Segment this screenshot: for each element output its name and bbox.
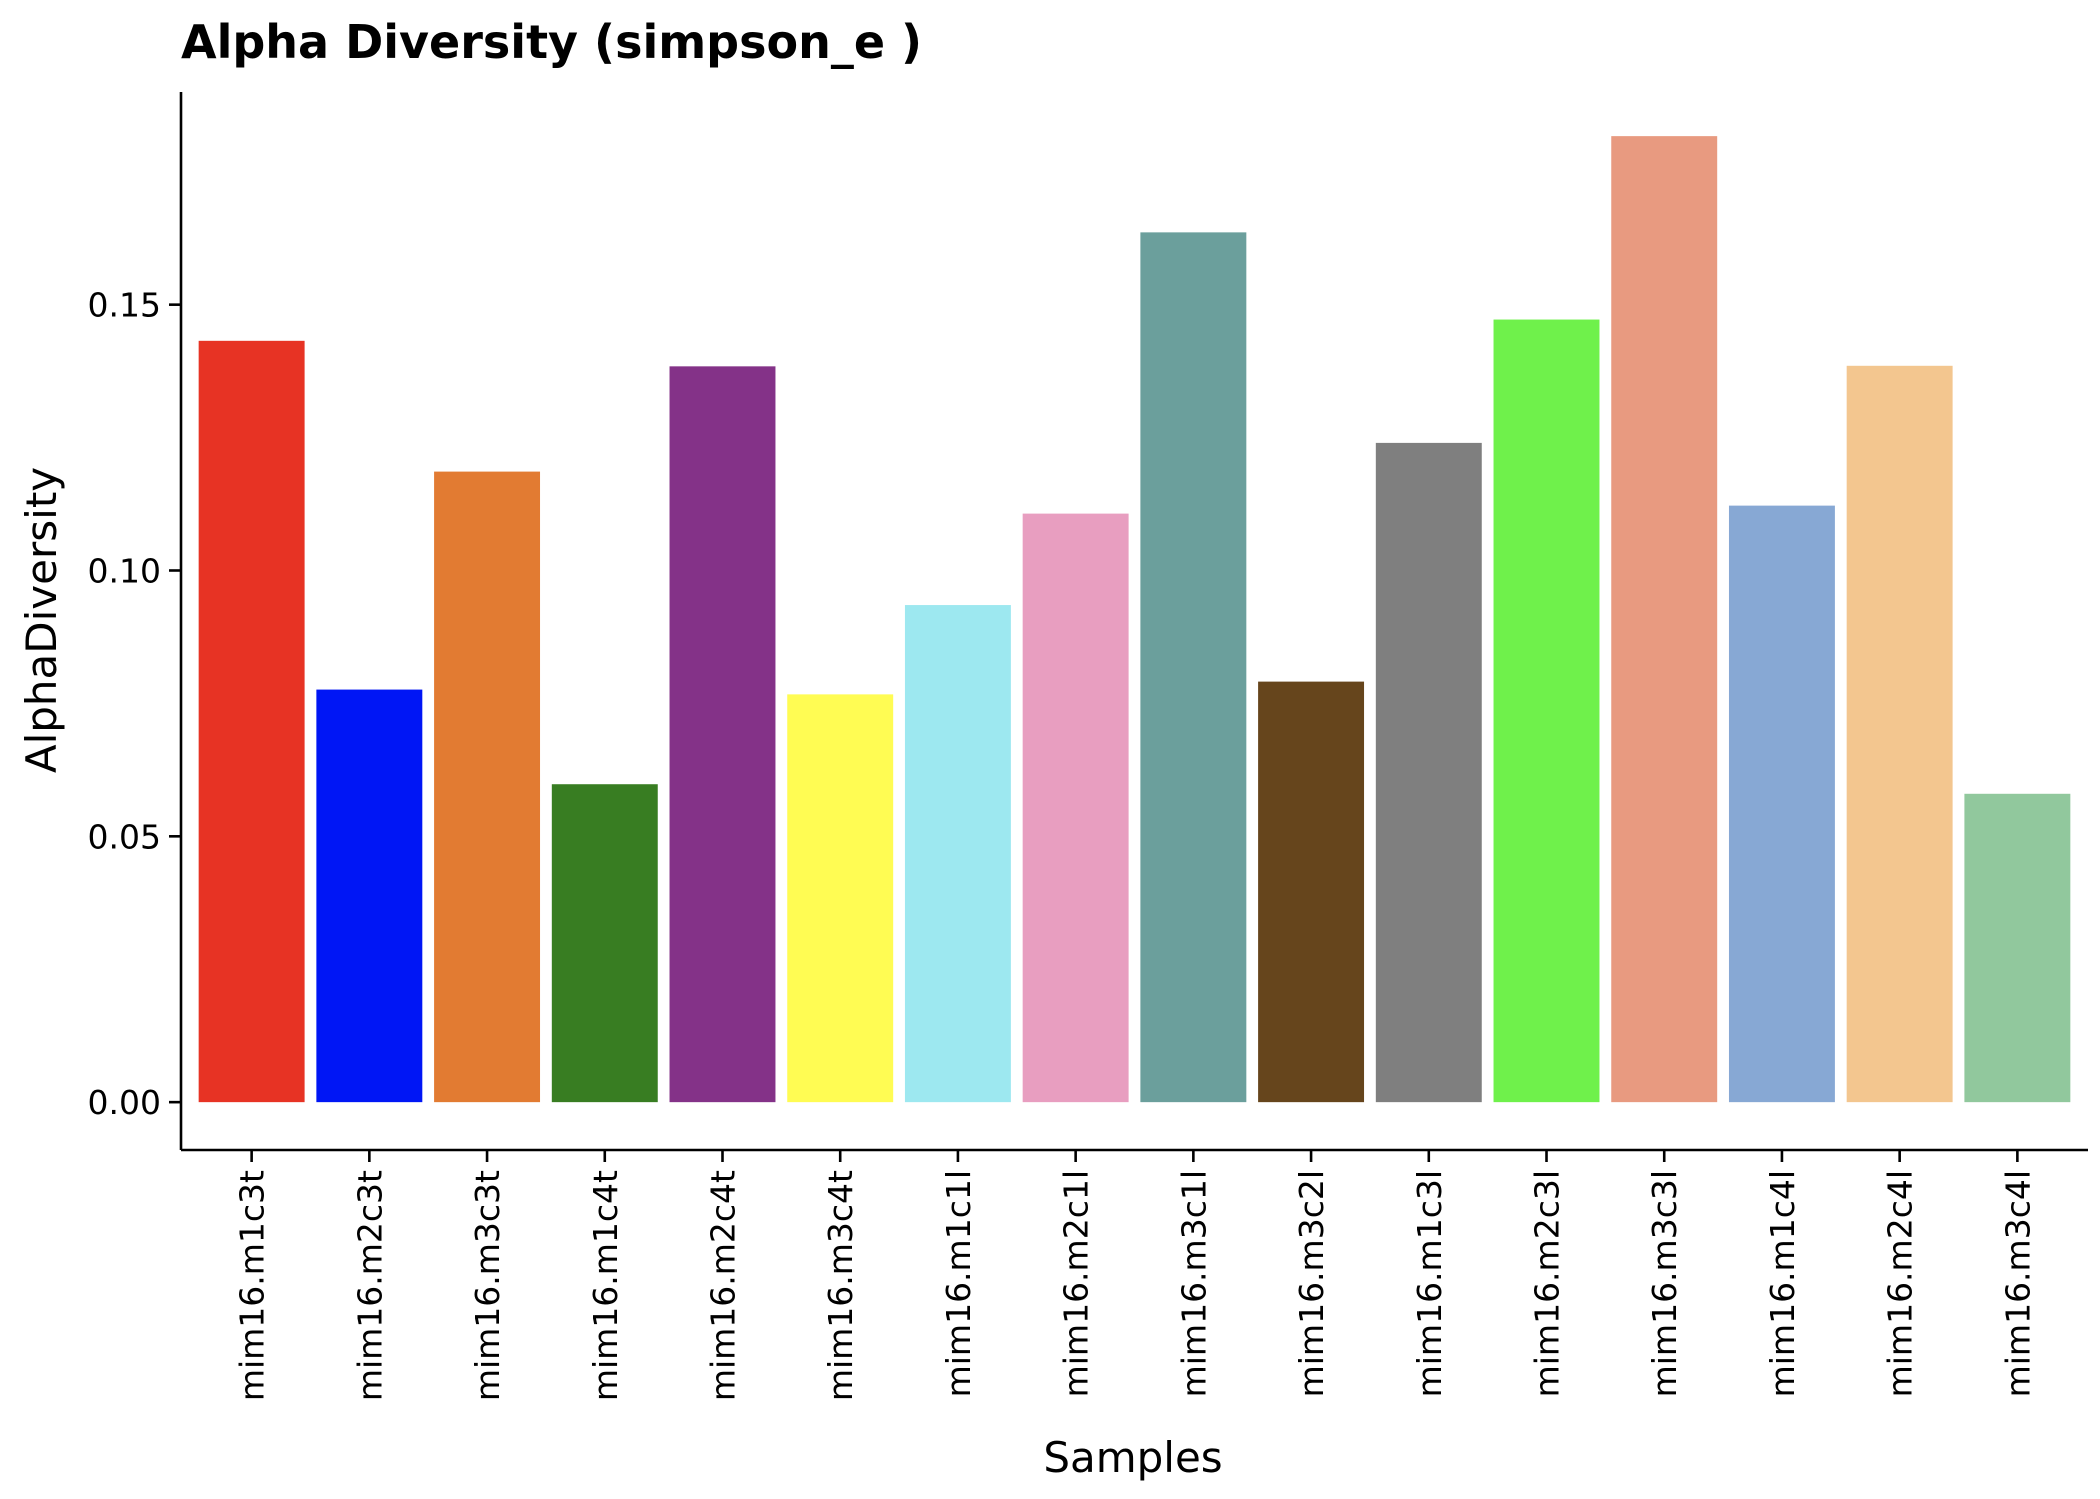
bar-mim16.m3c1l bbox=[1140, 232, 1247, 1103]
x-tick-label: mim16.m3c4t bbox=[821, 1170, 860, 1401]
bar-mim16.m2c4l bbox=[1846, 365, 1953, 1103]
bar-mim16.m2c1l bbox=[1022, 513, 1129, 1103]
x-tick-label: mim16.m1c3l bbox=[1410, 1170, 1449, 1397]
x-tick-label: mim16.m2c3t bbox=[350, 1170, 389, 1401]
x-tick-label: mim16.m1c4t bbox=[586, 1170, 625, 1401]
y-tick-label: 0.15 bbox=[88, 286, 161, 325]
bar-mim16.m2c4t bbox=[669, 366, 776, 1103]
y-ticks: 0.00 0.05 0.10 0.15 bbox=[88, 286, 181, 1122]
bar-mim16.m2c3t bbox=[316, 689, 423, 1103]
bars-layer bbox=[198, 136, 2071, 1103]
y-tick-label: 0.10 bbox=[88, 551, 161, 590]
bar-mim16.m3c4t bbox=[787, 694, 894, 1103]
x-tick-label: mim16.m2c4l bbox=[1881, 1170, 1920, 1397]
axes-layer bbox=[179, 92, 2088, 1152]
x-tick-label: mim16.m1c4l bbox=[1763, 1170, 1802, 1397]
bar-mim16.m2c3l bbox=[1493, 319, 1600, 1103]
y-tick-label: 0.00 bbox=[88, 1083, 161, 1122]
y-tick-label: 0.05 bbox=[88, 817, 161, 856]
x-tick-label: mim16.m3c4l bbox=[1998, 1170, 2037, 1397]
x-tick-label: mim16.m3c3l bbox=[1645, 1170, 1684, 1397]
bar-mim16.m1c3l bbox=[1375, 442, 1482, 1103]
x-tick-label: mim16.m2c4t bbox=[703, 1170, 742, 1401]
x-tick-label: mim16.m3c3t bbox=[468, 1170, 507, 1401]
x-tick-label: mim16.m2c3l bbox=[1528, 1170, 1567, 1397]
bar-mim16.m1c1l bbox=[904, 605, 1011, 1103]
bar-mim16.m3c3l bbox=[1611, 136, 1718, 1103]
x-tick-label: mim16.m1c3t bbox=[233, 1170, 272, 1401]
x-ticks: mim16.m1c3t mim16.m2c3t mim16.m3c3t mim16.m… bbox=[233, 1150, 2037, 1401]
x-tick-label: mim16.m2c1l bbox=[1057, 1170, 1096, 1397]
chart-title: Alpha Diversity (simpson_e ) bbox=[181, 15, 922, 69]
x-tick-label: mim16.m1c1l bbox=[939, 1170, 978, 1397]
bar-mim16.m1c4l bbox=[1728, 505, 1835, 1103]
x-tick-label: mim16.m3c2l bbox=[1292, 1170, 1331, 1397]
x-axis-label: Samples bbox=[1043, 1433, 1222, 1482]
bar-mim16.m3c2l bbox=[1258, 681, 1365, 1103]
bar-mim16.m3c3t bbox=[434, 471, 541, 1103]
bar-mim16.m1c3t bbox=[198, 340, 305, 1103]
x-tick-label: mim16.m3c1l bbox=[1174, 1170, 1213, 1397]
y-axis-label: AlphaDiversity bbox=[17, 467, 66, 773]
bar-mim16.m3c4l bbox=[1964, 793, 2071, 1103]
bar-mim16.m1c4t bbox=[551, 784, 658, 1103]
